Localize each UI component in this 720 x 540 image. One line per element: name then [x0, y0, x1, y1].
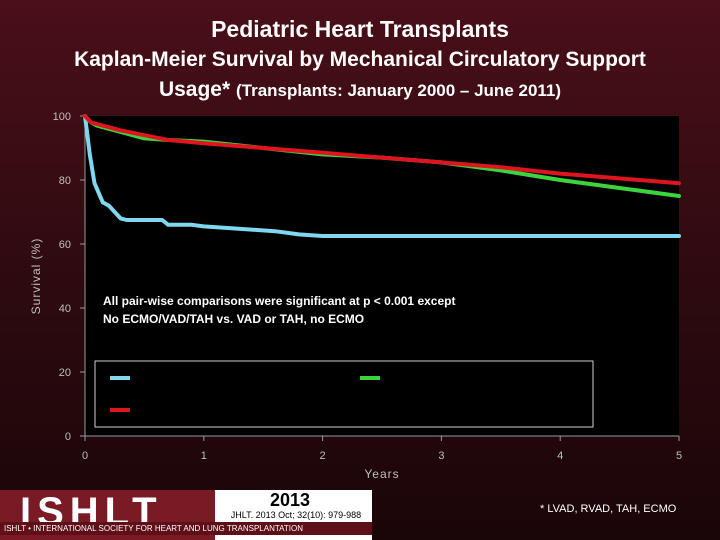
logo-subtext: ISHLT • INTERNATIONAL SOCIETY FOR HEART …	[0, 522, 372, 535]
subtitle-date-range: (Transplants: January 2000 – June 2011)	[235, 81, 562, 100]
series-line-1	[83, 114, 681, 238]
y-tick-label: 80	[59, 175, 71, 187]
subtitle-usage: Usage*	[158, 78, 231, 101]
citation: JHLT. 2013 Oct; 32(10): 979-988	[230, 510, 362, 520]
x-axis-label: Years	[364, 467, 399, 481]
y-axis-ticks: 0 20 40 60 80 100	[53, 111, 85, 443]
x-axis-ticks: 0 1 2 3 4 5	[82, 436, 682, 462]
x-tick-label: 2	[320, 450, 326, 462]
legend	[110, 376, 380, 412]
annotation-line2: No ECMO/VAD/TAH vs. VAD or TAH, no ECMO	[103, 312, 364, 326]
chart-subtitle-line2: Usage* (Transplants: January 2000 – June…	[0, 78, 720, 102]
x-tick-label: 3	[438, 450, 444, 462]
y-tick-label: 0	[65, 431, 71, 443]
x-tick-label: 0	[82, 450, 88, 462]
series-lines	[83, 114, 681, 238]
x-tick-label: 4	[557, 450, 563, 462]
y-tick-label: 20	[59, 367, 71, 379]
annotation-box	[95, 287, 550, 331]
chart-subtitle-line1: Kaplan-Meier Survival by Mechanical Circ…	[74, 48, 646, 71]
survival-chart: 0 20 40 60 80 100 0 1 2 3 4 5 All pair-wise compar…	[29, 111, 682, 481]
slide-title: Pediatric Heart Transplants	[211, 16, 509, 42]
y-tick-label: 100	[53, 111, 71, 123]
series-line-3	[83, 114, 681, 186]
y-tick-label: 60	[59, 239, 71, 251]
publication-year: 2013	[270, 490, 311, 510]
footnote: * LVAD, RVAD, TAH, ECMO	[540, 503, 677, 515]
x-tick-label: 5	[676, 450, 682, 462]
ishlt-logo: ISHLT ISHLT • INTERNATIONAL SOCIETY FOR …	[0, 490, 372, 540]
x-tick-label: 1	[201, 450, 207, 462]
annotation-line1: All pair-wise comparisons were significa…	[103, 294, 455, 308]
legend-box	[94, 360, 594, 428]
y-tick-label: 40	[59, 303, 71, 315]
y-axis-label: Survival (%)	[29, 238, 43, 315]
